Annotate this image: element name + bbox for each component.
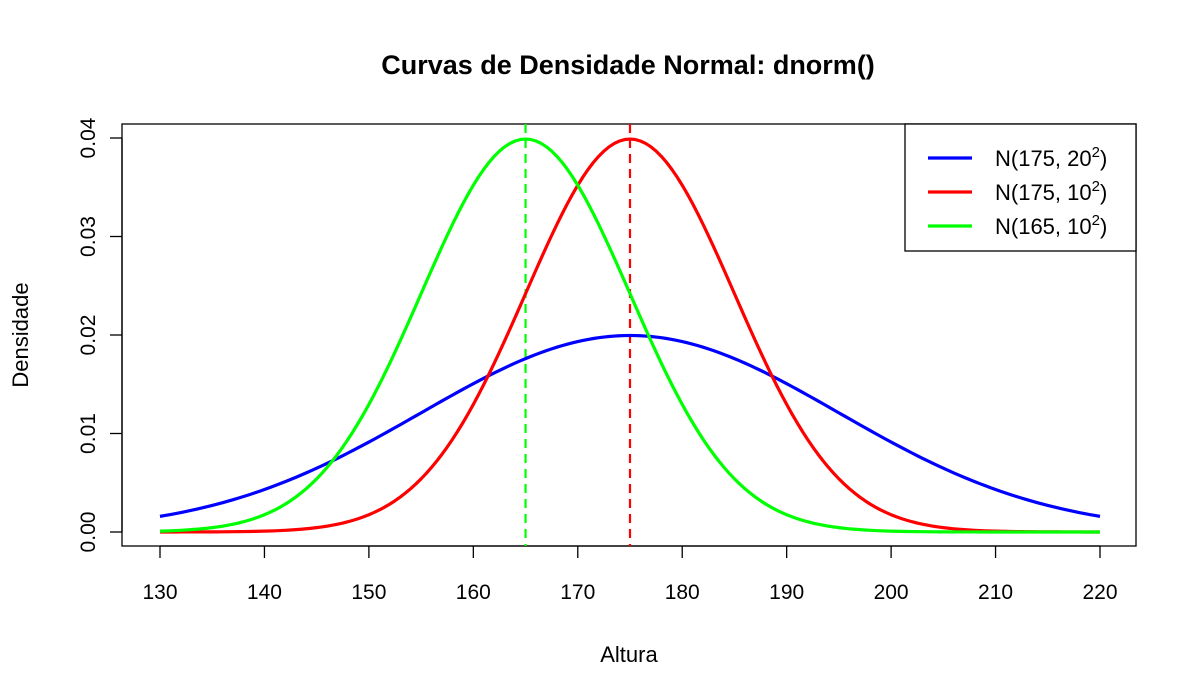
chart-title: Curvas de Densidade Normal: dnorm() [381,50,875,80]
x-tick-label: 160 [456,581,491,604]
y-tick-label: 0.02 [77,315,100,356]
legend: N(175, 202) N(175, 102) N(165, 102) [904,123,1137,252]
legend-box [904,123,1137,252]
x-tick-label: 190 [769,581,804,604]
y-axis: 0.00 0.01 0.02 0.03 0.04 [77,117,123,553]
x-tick-label: 170 [560,581,595,604]
x-tick-label: 220 [1082,581,1117,604]
x-tick-label: 210 [978,581,1013,604]
y-tick-label: 0.03 [77,216,100,257]
x-tick-label: 200 [874,581,909,604]
y-tick-label: 0.00 [77,512,100,553]
x-axis-label: Altura [600,642,658,667]
legend-entry: N(175, 102) [995,178,1107,205]
x-tick-label: 150 [351,581,386,604]
x-axis: 130 140 150 160 170 180 190 200 210 220 [142,545,1118,604]
x-tick-label: 140 [247,581,282,604]
x-tick-label: 180 [665,581,700,604]
y-tick-label: 0.04 [77,117,100,158]
y-tick-label: 0.01 [77,413,100,454]
density-curve [159,333,1101,518]
density-curve [159,137,1100,534]
legend-entry: N(165, 102) [995,212,1107,239]
series-lines [159,137,1101,534]
x-tick-label: 130 [142,581,177,604]
density-curve [160,137,1100,534]
y-axis-label: Densidade [8,282,33,387]
legend-entry: N(175, 202) [995,144,1107,171]
